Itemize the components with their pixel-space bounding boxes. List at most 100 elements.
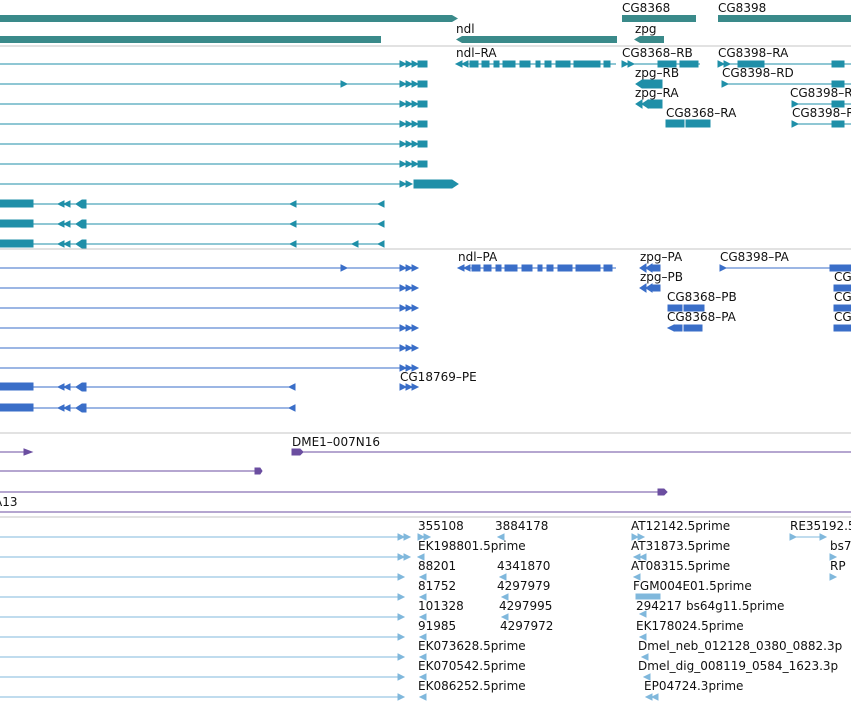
prediction-cg8398-pa[interactable] bbox=[719, 264, 851, 272]
transcript-row[interactable] bbox=[0, 80, 428, 88]
est-mark[interactable] bbox=[829, 573, 838, 581]
prediction-row[interactable] bbox=[0, 264, 420, 272]
label-est: AT12142.5prime bbox=[631, 519, 730, 533]
gene-zpg-bar[interactable] bbox=[634, 36, 664, 43]
est-mark[interactable] bbox=[638, 610, 647, 618]
est-mark[interactable] bbox=[418, 653, 427, 661]
transcript-cg8398-r1[interactable] bbox=[791, 100, 851, 108]
transcript-row[interactable] bbox=[0, 100, 428, 108]
clone-row[interactable] bbox=[0, 448, 34, 456]
transcript-row[interactable] bbox=[0, 199, 385, 209]
gene-ndl-bar[interactable] bbox=[456, 36, 617, 43]
transcript-row[interactable] bbox=[0, 160, 428, 168]
transcript-row[interactable] bbox=[0, 239, 385, 249]
prediction-zpg-pb[interactable] bbox=[639, 283, 661, 293]
est-mark[interactable] bbox=[417, 533, 432, 541]
label-cg-2: CG bbox=[834, 290, 851, 304]
prediction-row[interactable] bbox=[0, 382, 420, 392]
est-mark[interactable] bbox=[416, 553, 425, 561]
prediction-cg8368-pa[interactable] bbox=[666, 324, 703, 332]
est-mark[interactable] bbox=[631, 533, 646, 541]
est-row[interactable] bbox=[0, 693, 406, 701]
est-mark[interactable] bbox=[496, 533, 505, 541]
label-cg8398-ra: CG8398–RA bbox=[718, 46, 789, 60]
clone-dme1-007n16[interactable] bbox=[291, 448, 851, 456]
label-est: bs64g11.5prime bbox=[686, 599, 784, 613]
gene-track: ndl zpg CG8368 CG8398 bbox=[0, 1, 851, 43]
gene-cg8398-bar[interactable] bbox=[718, 15, 851, 22]
transcript-cg8368-ra[interactable] bbox=[665, 119, 711, 128]
gene-label-zpg: zpg bbox=[635, 22, 657, 36]
est-mark[interactable] bbox=[418, 693, 427, 701]
est-mark[interactable] bbox=[418, 593, 427, 601]
est-mark[interactable] bbox=[500, 593, 509, 601]
est-row[interactable] bbox=[0, 633, 406, 641]
transcript-cg8368-rb[interactable] bbox=[621, 60, 700, 68]
est-mark[interactable] bbox=[500, 613, 509, 621]
est-mark[interactable] bbox=[644, 693, 659, 701]
transcript-cg8398-rd[interactable] bbox=[721, 80, 851, 88]
est-row[interactable] bbox=[789, 533, 828, 541]
label-est: EK178024.5prime bbox=[636, 619, 744, 633]
transcript-ndl-ra[interactable] bbox=[454, 60, 616, 68]
est-mark[interactable] bbox=[642, 673, 651, 681]
transcript-row[interactable] bbox=[0, 219, 385, 229]
prediction-row[interactable] bbox=[0, 364, 420, 372]
prediction-ndl-pa[interactable] bbox=[456, 264, 616, 272]
transcript-track bbox=[0, 60, 851, 249]
transcript-row[interactable] bbox=[0, 60, 428, 68]
label-est: 4297979 bbox=[497, 579, 550, 593]
est-mark[interactable] bbox=[418, 613, 427, 621]
label-cg18769-pe: CG18769–PE bbox=[400, 370, 477, 384]
prediction-cg-edge[interactable] bbox=[833, 324, 851, 332]
est-mark[interactable] bbox=[640, 653, 649, 661]
label-est: RE35192.5 bbox=[790, 519, 851, 533]
est-row[interactable] bbox=[0, 593, 406, 601]
est-mark[interactable] bbox=[638, 633, 647, 641]
est-mark[interactable] bbox=[635, 593, 661, 600]
est-mark[interactable] bbox=[418, 573, 427, 581]
gene-cg8368-bar[interactable] bbox=[622, 15, 696, 22]
est-mark[interactable] bbox=[498, 573, 507, 581]
label-est: 4297995 bbox=[499, 599, 552, 613]
clone-row[interactable] bbox=[0, 488, 668, 496]
transcript-row[interactable] bbox=[0, 179, 459, 189]
transcript-zpg-rb[interactable] bbox=[635, 79, 663, 89]
prediction-row[interactable] bbox=[0, 304, 420, 312]
prediction-row[interactable] bbox=[0, 403, 296, 413]
label-est: FGM004E01.5prime bbox=[633, 579, 752, 593]
est-mark[interactable] bbox=[829, 553, 838, 561]
est-mark[interactable] bbox=[418, 673, 427, 681]
est-mark[interactable] bbox=[418, 633, 427, 641]
prediction-row[interactable] bbox=[0, 324, 420, 332]
transcript-cg8398-ra[interactable] bbox=[717, 60, 851, 68]
label-a13: A13 bbox=[0, 495, 17, 509]
est-row[interactable] bbox=[0, 573, 406, 581]
label-est: Dmel_dig_008119_0584_1623.3p bbox=[638, 659, 838, 673]
transcript-row[interactable] bbox=[0, 140, 428, 148]
prediction-row[interactable] bbox=[0, 284, 420, 292]
prediction-cg-edge[interactable] bbox=[833, 284, 851, 292]
est-mark[interactable] bbox=[632, 573, 641, 581]
prediction-zpg-pa[interactable] bbox=[639, 263, 661, 273]
transcript-row[interactable] bbox=[0, 120, 428, 128]
est-row[interactable] bbox=[0, 673, 406, 681]
clone-row[interactable] bbox=[0, 467, 263, 475]
prediction-cg8368-pb[interactable] bbox=[667, 304, 705, 312]
transcript-zpg-ra[interactable] bbox=[635, 99, 663, 109]
est-row[interactable] bbox=[0, 613, 406, 621]
gene-bar[interactable] bbox=[0, 36, 381, 43]
label-zpg-pa: zpg–PA bbox=[640, 250, 683, 264]
label-est: EK086252.5prime bbox=[418, 679, 526, 693]
gene-bar[interactable] bbox=[0, 15, 458, 22]
gene-label-cg8398: CG8398 bbox=[718, 1, 766, 15]
est-mark[interactable] bbox=[632, 553, 647, 561]
est-row[interactable] bbox=[0, 653, 406, 661]
prediction-row[interactable] bbox=[0, 344, 420, 352]
prediction-cg-edge[interactable] bbox=[833, 304, 851, 312]
label-ndl-ra: ndl–RA bbox=[456, 46, 497, 60]
est-row[interactable] bbox=[0, 533, 412, 541]
est-row[interactable] bbox=[0, 553, 412, 561]
transcript-cg8398-r2[interactable] bbox=[791, 120, 851, 128]
label-cg8368-pb: CG8368–PB bbox=[667, 290, 737, 304]
